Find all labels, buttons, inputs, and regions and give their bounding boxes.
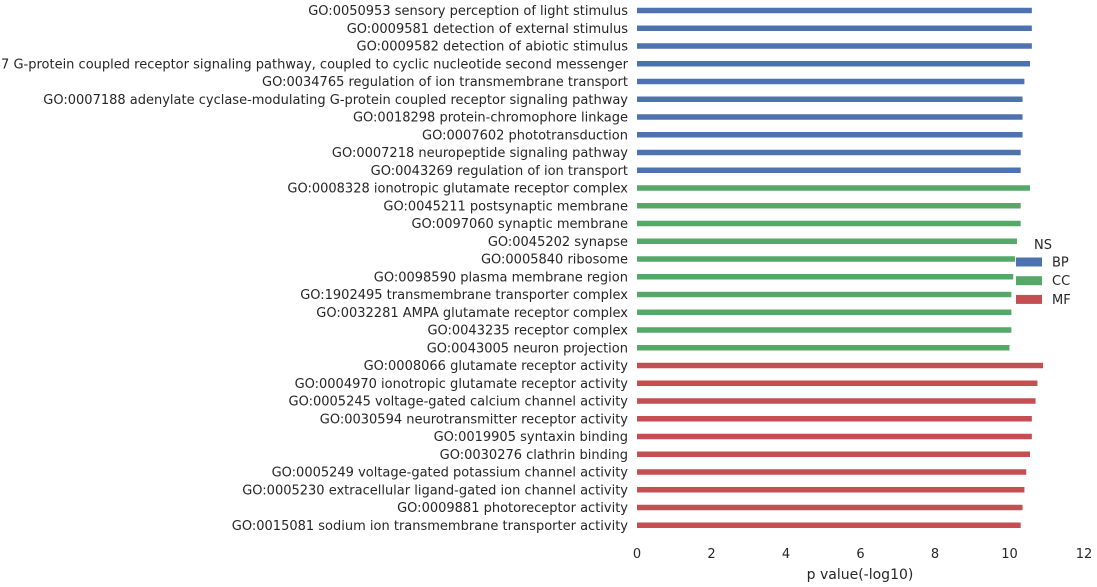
x-tick-label: 12: [1076, 547, 1093, 562]
category-label: GO:0045211 postsynaptic membrane: [383, 199, 628, 214]
bar-bp-5: [637, 96, 1023, 102]
bar-mf-1: [637, 380, 1038, 386]
category-label: GO:0034765 regulation of ion transmembra…: [262, 75, 628, 90]
legend-swatch-cc: [1016, 276, 1042, 286]
bar-mf-2: [637, 398, 1036, 404]
bar-cc-4: [637, 256, 1016, 262]
bar-mf-7: [637, 487, 1025, 493]
category-label: GO:0005245 voltage-gated calcium channel…: [289, 395, 629, 410]
x-tick-label: 0: [633, 547, 641, 562]
category-label: GO:0007602 phototransduction: [422, 128, 628, 143]
x-tick-label: 10: [1001, 547, 1018, 562]
bar-mf-3: [637, 416, 1032, 422]
category-label: GO:0008328 ionotropic glutamate receptor…: [287, 182, 628, 197]
category-label: GO:0043269 regulation of ion transport: [371, 164, 628, 179]
category-label: GO:0097060 synaptic membrane: [411, 217, 628, 232]
bar-cc-8: [637, 327, 1012, 333]
legend-swatch-bp: [1016, 257, 1042, 267]
category-label: GO:0009881 photoreceptor activity: [397, 501, 628, 516]
bar-cc-7: [637, 309, 1012, 315]
bar-cc-0: [637, 185, 1030, 191]
legend-swatch-mf: [1016, 294, 1042, 304]
bar-cc-2: [637, 220, 1021, 227]
bar-cc-9: [637, 345, 1010, 351]
category-label: GO:0008066 glutamate receptor activity: [364, 359, 629, 374]
category-label: GO:0019905 syntaxin binding: [434, 430, 628, 445]
x-tick-label: 2: [707, 547, 715, 562]
legend: NS BP CC MF: [1016, 238, 1071, 308]
bar-bp-9: [637, 167, 1021, 173]
category-label: GO:1902495 transmembrane transporter com…: [300, 288, 628, 303]
x-axis-title: p value(-log10): [807, 567, 914, 583]
category-label: GO:0098590 plasma membrane region: [374, 270, 628, 285]
category-label: GO:0030276 clathrin binding: [440, 448, 628, 463]
bar-cc-6: [637, 291, 1012, 298]
bar-cc-3: [637, 238, 1017, 244]
legend-label-cc: CC: [1052, 274, 1070, 289]
category-label: GO:0009581 detection of external stimulu…: [347, 22, 629, 37]
legend-label-mf: MF: [1052, 293, 1071, 308]
category-label: GO:0007187 G-protein coupled receptor si…: [0, 57, 629, 72]
category-label: GO:0005840 ribosome: [481, 253, 628, 268]
legend-title: NS: [1034, 238, 1052, 253]
category-label: GO:0004970 ionotropic glutamate receptor…: [295, 377, 629, 392]
category-label: GO:0015081 sodium ion transmembrane tran…: [232, 519, 628, 534]
x-tick-label: 6: [856, 547, 864, 562]
bar-bp-8: [637, 149, 1021, 156]
bar-cc-5: [637, 274, 1014, 280]
category-label: GO:0009582 detection of abiotic stimulus: [357, 40, 629, 55]
category-label: GO:0045202 synapse: [488, 235, 628, 250]
bar-mf-4: [637, 433, 1032, 440]
category-label: GO:0007218 neuropeptide signaling pathwa…: [332, 146, 628, 161]
bar-bp-2: [637, 43, 1032, 49]
category-labels: GO:0050953 sensory perception of light s…: [0, 4, 629, 534]
x-tick-label: 8: [931, 547, 939, 562]
category-label: GO:0018298 protein-chromophore linkage: [353, 111, 628, 126]
category-label: GO:0043005 neuron projection: [427, 341, 628, 356]
category-label: GO:0005249 voltage-gated potassium chann…: [272, 466, 629, 481]
category-label: GO:0043235 receptor complex: [427, 324, 628, 339]
bar-mf-9: [637, 522, 1021, 528]
x-axis: p value(-log10) 0 2 4 6 8 10 12: [633, 547, 1092, 583]
bars-layer: [637, 7, 1044, 528]
bar-bp-1: [637, 25, 1032, 31]
legend-label-bp: BP: [1052, 256, 1069, 271]
category-label: GO:0032281 AMPA glutamate receptor compl…: [316, 306, 628, 321]
x-tick-label: 4: [782, 547, 790, 562]
category-label: GO:0005230 extracellular ligand-gated io…: [242, 483, 628, 498]
category-label: GO:0007188 adenylate cyclase-modulating …: [43, 93, 628, 108]
category-label: GO:0050953 sensory perception of light s…: [308, 4, 628, 19]
bar-bp-4: [637, 78, 1025, 85]
category-label: GO:0030594 neurotransmitter receptor act…: [320, 412, 629, 427]
bar-cc-1: [637, 203, 1021, 209]
bar-bp-0: [637, 7, 1032, 14]
bar-bp-7: [637, 132, 1023, 138]
bar-mf-6: [637, 469, 1027, 475]
bar-mf-0: [637, 362, 1044, 369]
bar-mf-8: [637, 504, 1023, 511]
bar-bp-3: [637, 61, 1030, 67]
bar-bp-6: [637, 114, 1023, 120]
bar-mf-5: [637, 451, 1030, 457]
